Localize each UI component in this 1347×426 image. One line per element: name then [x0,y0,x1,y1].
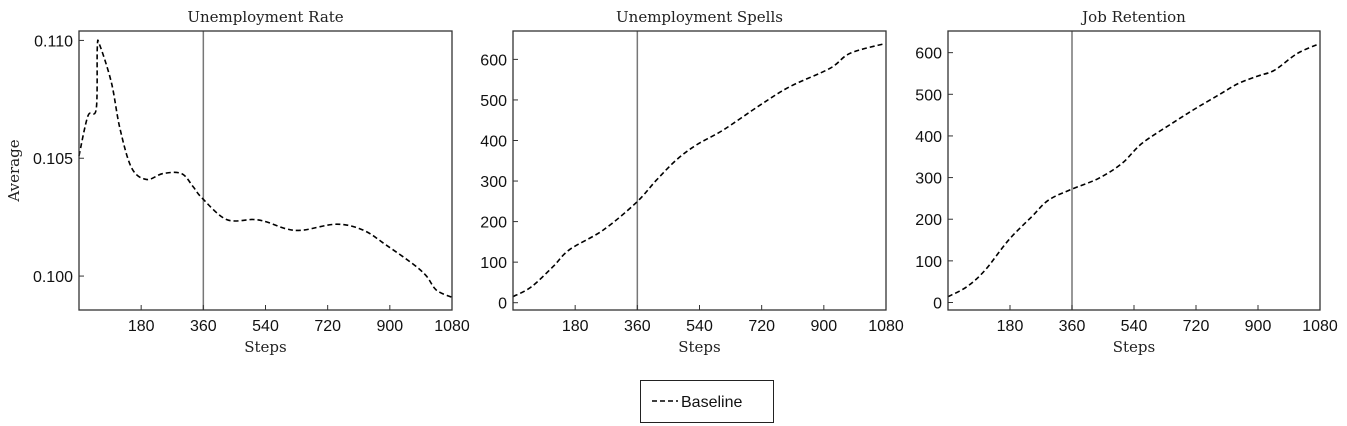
x-tick-label: 360 [190,318,217,335]
y-tick-label: 0 [933,296,942,313]
x-tick-label: 900 [376,318,403,335]
y-tick-label: 0.110 [34,33,73,50]
x-tick-label: 900 [1245,318,1272,335]
y-tick-label: 0 [498,296,507,313]
x-tick-label: 360 [1059,318,1086,335]
y-tick-label: 400 [480,133,507,150]
series-line-baseline [947,43,1320,298]
plot-frame [512,30,887,311]
x-tick-label: 900 [810,318,837,335]
legend-label-baseline: Baseline [681,394,742,411]
x-tick-label: 540 [252,318,279,335]
y-tick-label: 400 [915,129,942,146]
y-tick-label: 500 [915,87,942,104]
x-tick-label: 360 [624,318,651,335]
y-tick-label: 200 [915,212,942,229]
x-tick-label: 180 [562,318,589,335]
x-axis-label: Steps [678,338,720,356]
y-tick-label: 200 [480,215,507,232]
x-tick-label: 1080 [868,318,904,335]
x-tick-label: 540 [686,318,713,335]
x-tick-label: 720 [314,318,341,335]
y-tick-label: 600 [480,52,507,69]
x-tick-label: 180 [997,318,1024,335]
x-tick-label: 180 [128,318,155,335]
plot-frame [78,30,453,311]
x-tick-label: 720 [748,318,775,335]
subplot-3: Job Retention Steps 180 360 540 720 900 1080 0 10… [915,8,1338,356]
legend: Baseline [640,380,774,423]
y-tick-label: 600 [915,46,942,63]
subplot-title: Unemployment Spells [616,8,783,26]
x-tick-label: 1080 [1302,318,1338,335]
series-line-baseline [78,39,453,299]
plot-frame [947,30,1321,311]
series-line-baseline [512,42,886,298]
subplot-title: Unemployment Rate [187,8,343,26]
subplot-1: Unemployment Rate Steps Average 180 360 540 72… [5,8,470,356]
x-tick-label: 540 [1121,318,1148,335]
x-tick-label: 1080 [434,318,470,335]
x-axis-label: Steps [1113,338,1155,356]
y-axis-label: Average [5,139,23,202]
y-tick-label: 300 [915,171,942,188]
y-tick-label: 300 [480,174,507,191]
subplot-title: Job Retention [1080,8,1186,26]
y-tick-label: 100 [915,254,942,271]
y-tick-label: 0.100 [33,269,73,286]
subplot-2: Unemployment Spells Steps 180 360 540 720 900 1… [480,8,904,356]
y-tick-label: 500 [480,93,507,110]
x-axis-label: Steps [244,338,286,356]
x-tick-label: 720 [1183,318,1210,335]
y-tick-label: 0.105 [33,151,73,168]
y-tick-label: 100 [480,255,507,272]
